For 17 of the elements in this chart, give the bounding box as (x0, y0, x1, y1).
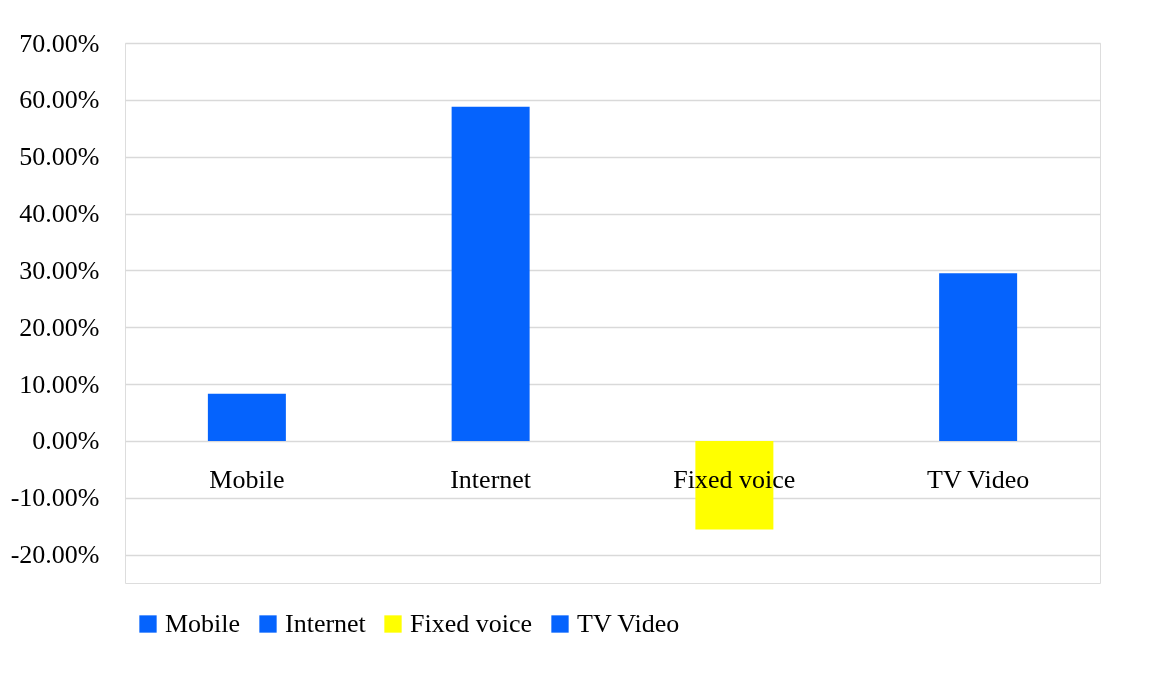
y-tick-label: 0.00% (32, 426, 100, 456)
legend-label: Mobile (165, 609, 241, 638)
y-tick-label: 30.00% (19, 255, 100, 285)
y-tick-label: 10.00% (19, 369, 100, 399)
y-tick-label: 70.00% (19, 28, 100, 58)
x-tick-label: Internet (450, 465, 532, 495)
x-tick-label: TV Video (927, 465, 1030, 495)
y-tick-label: 60.00% (19, 85, 100, 115)
y-tick-label: 40.00% (19, 199, 100, 229)
legend-label: Fixed voice (410, 609, 533, 638)
y-tick-label: 20.00% (19, 312, 100, 342)
y-tick-label: -10.00% (10, 483, 100, 513)
legend-label: Internet (285, 609, 367, 638)
y-tick-label: 50.00% (19, 142, 100, 172)
y-tick-label: -20.00% (10, 540, 100, 570)
legend-label: TV Video (577, 609, 680, 638)
x-tick-label: Mobile (209, 465, 285, 495)
